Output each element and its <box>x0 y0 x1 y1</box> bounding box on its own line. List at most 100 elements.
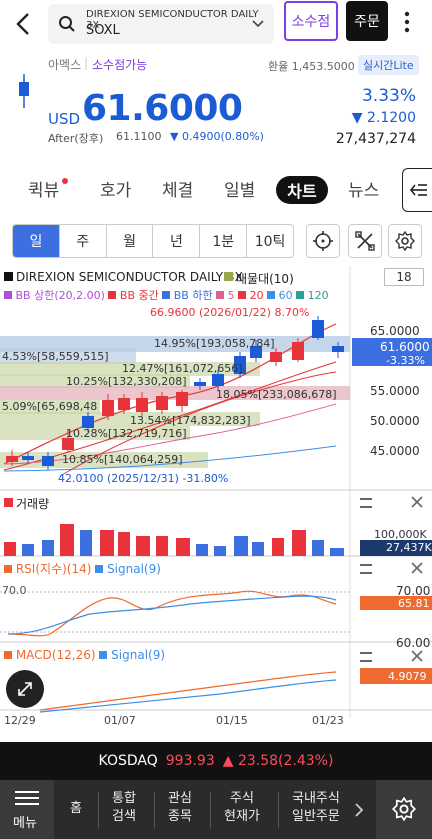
macd-title: MACD(12,26) <box>15 648 96 662</box>
panel-menu-icon[interactable] <box>360 564 372 574</box>
macd-tag: 4.9079 <box>388 670 427 683</box>
tab-daily[interactable]: 일별 <box>224 181 256 201</box>
collapse-icon <box>409 184 427 196</box>
volume-bars <box>4 524 344 556</box>
side-panel-toggle[interactable] <box>402 168 432 212</box>
x-tick: 12/29 <box>4 714 36 727</box>
high-annotation: 66.9600 (2026/01/22) 8.70% <box>150 306 310 319</box>
nav-stock-price[interactable]: 주식 현재가 <box>224 791 260 824</box>
more-icon[interactable] <box>404 10 410 36</box>
chart-canvas <box>0 266 432 718</box>
legend-swatch-volume <box>4 498 13 507</box>
vp-label: 18.05%[233,086,678] <box>216 388 337 401</box>
period-day[interactable]: 일 <box>13 225 60 257</box>
volume-profile-legend: 매물대(10) <box>236 272 294 286</box>
chevron-down-icon <box>252 20 264 28</box>
change-percent: 3.33% <box>361 86 416 106</box>
chart-settings-button[interactable] <box>388 224 422 258</box>
hamburger-icon <box>15 791 39 805</box>
stock-full-name: DIREXION SEMICONDUCTOR DAILY 3X <box>86 9 259 31</box>
period-1min[interactable]: 1분 <box>200 225 248 257</box>
y-tick: 50.0000 <box>370 414 420 428</box>
rsi-title: RSI(지수)(14) <box>15 562 92 576</box>
nav-integrated-search[interactable]: 통합 검색 <box>112 791 136 824</box>
index-name: KOSDAQ <box>98 753 158 769</box>
gear-icon <box>395 231 415 251</box>
back-icon[interactable] <box>12 10 36 38</box>
legend-swatch-price <box>4 272 13 281</box>
period-selector: 일 주 월 년 1분 10틱 <box>12 224 294 258</box>
current-price-tag: 61.6000 <box>380 340 430 354</box>
bb-mid-legend: BB 중간 <box>119 289 159 302</box>
volume-title: 거래량 <box>16 497 50 511</box>
crosshair-button[interactable] <box>306 224 340 258</box>
fraction-available-label: 소수점가능 <box>92 58 148 72</box>
stock-ticker: SOXL <box>86 23 120 38</box>
stock-search-box[interactable]: DIREXION SEMICONDUCTOR DAILY 3X SOXL <box>48 4 274 44</box>
y-tick: 65.0000 <box>370 324 420 338</box>
vp-label: 12.47%[161,072,656] <box>122 362 243 375</box>
period-10tick[interactable]: 10틱 <box>254 234 286 250</box>
tab-quickview[interactable]: 퀵뷰 <box>28 181 60 201</box>
period-month[interactable]: 월 <box>107 225 154 257</box>
x-tick: 01/07 <box>104 714 136 727</box>
nav-watchlist[interactable]: 관심 종목 <box>168 791 192 824</box>
nav-home[interactable]: 홈 <box>70 801 82 816</box>
macd-signal-label: Signal(9) <box>111 648 166 662</box>
drawing-tools-button[interactable] <box>348 224 382 258</box>
vp-label: 4.53%[58,559,515] <box>2 350 109 363</box>
after-hours-change: ▼ 0.4900(0.80%) <box>170 130 264 143</box>
currency-label: USD <box>48 110 81 128</box>
close-icon[interactable] <box>410 561 424 575</box>
market-index-ticker[interactable]: KOSDAQ 993.93 ▲ 23.58(2.43%) <box>0 742 432 780</box>
price-chart[interactable]: DIREXION SEMICONDUCTOR DAILY 3X 매물대(10) … <box>0 266 432 736</box>
vp-label: 10.25%[132,330,208] <box>66 375 187 388</box>
menu-button[interactable]: 메뉴 <box>0 780 54 839</box>
x-tick: 01/15 <box>216 714 248 727</box>
gear-icon <box>392 797 416 821</box>
chevron-right-icon[interactable] <box>354 802 364 818</box>
tab-news[interactable]: 뉴스 <box>348 181 380 201</box>
volume-value: 27,437,274 <box>335 131 416 147</box>
rsi-left-tick: 70.0 <box>2 584 27 597</box>
close-icon[interactable] <box>410 495 424 509</box>
current-price: 61.6000 <box>82 88 243 129</box>
settings-button[interactable] <box>376 780 432 839</box>
chart-scale-input[interactable]: 18 <box>384 268 424 286</box>
macd-legend: MACD(12,26) Signal(9) <box>4 648 165 662</box>
vp-label: 5.09%[65,698,48 <box>2 400 98 413</box>
close-icon[interactable] <box>410 649 424 663</box>
volume-tick: 100,000K <box>374 528 427 541</box>
fraction-button[interactable]: 소수점 <box>284 1 338 41</box>
period-year[interactable]: 년 <box>153 225 201 257</box>
new-dot <box>62 178 68 184</box>
x-tick: 01/23 <box>312 714 344 727</box>
realtime-badge[interactable]: 실시간Lite <box>358 55 419 75</box>
ma60-legend: 60 <box>278 289 293 302</box>
legend-swatch-vp <box>224 272 233 281</box>
vp-label: 10.85%[140,064,259] <box>62 453 183 466</box>
search-icon <box>59 16 75 32</box>
vp-label: 10.28%[132,719,716] <box>66 427 187 440</box>
tab-trades[interactable]: 체결 <box>162 181 194 201</box>
order-button[interactable]: 주문 <box>346 1 388 41</box>
after-hours-label: After(장후) <box>48 132 104 145</box>
crosshair-icon <box>313 231 333 251</box>
vp-label: 13.54%[174,832,283] <box>130 414 251 427</box>
expand-chart-button[interactable] <box>6 670 44 708</box>
rsi-signal-label: Signal(9) <box>107 562 161 576</box>
bb-lower-legend: BB 하한 <box>173 289 213 302</box>
panel-menu-icon[interactable] <box>360 498 372 508</box>
bottom-navigation: 메뉴 홈 통합 검색 관심 종목 주식 현재가 국내주식 일반주문 <box>0 780 432 839</box>
tab-orderbook[interactable]: 호가 <box>100 181 132 201</box>
tab-bar: 퀵뷰 호가 체결 일별 뉴스 <box>0 168 432 212</box>
period-week[interactable]: 주 <box>60 225 107 257</box>
nav-domestic-order[interactable]: 국내주식 일반주문 <box>292 791 340 824</box>
panel-menu-icon[interactable] <box>360 652 372 662</box>
rsi-tag: 65.81 <box>398 597 430 610</box>
current-pct-tag: -3.33% <box>386 354 425 367</box>
vp-label: 14.95%[193,058,784] <box>154 337 275 350</box>
tab-chart[interactable]: 차트 <box>276 176 328 204</box>
expand-icon <box>18 682 32 696</box>
exchange-label: 아멕스 <box>48 58 82 72</box>
